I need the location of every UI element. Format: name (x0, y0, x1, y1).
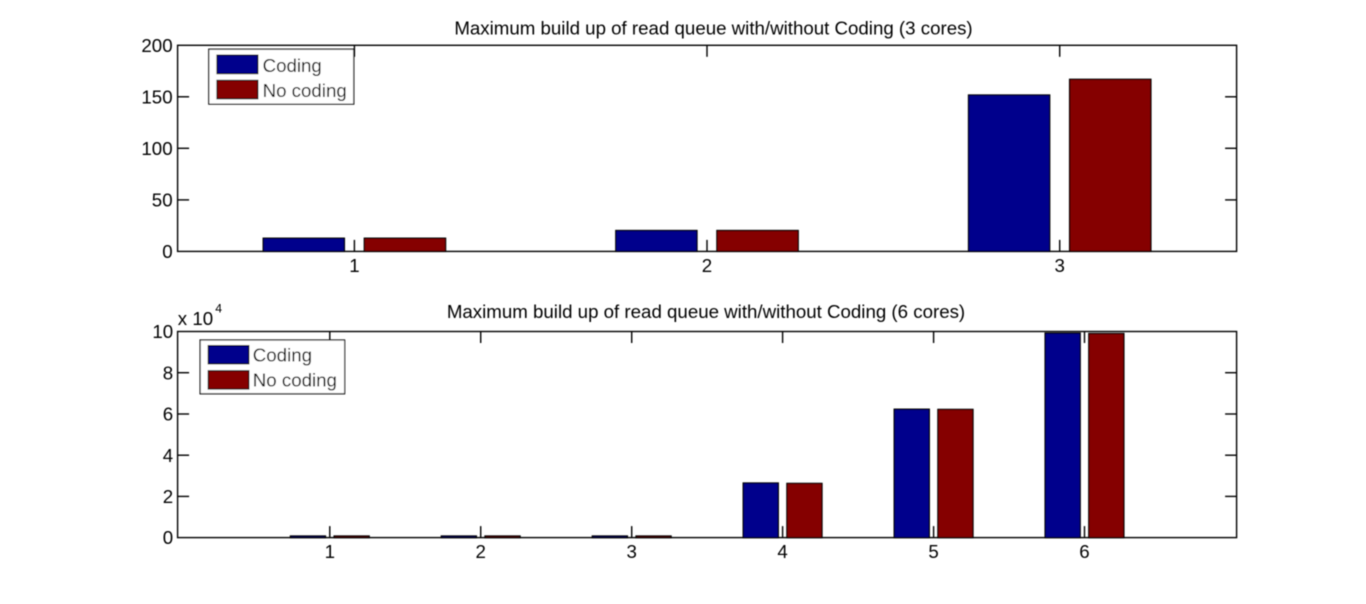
svg-text:Coding: Coding (263, 55, 322, 76)
svg-text:10: 10 (152, 321, 173, 342)
svg-text:No coding: No coding (253, 370, 337, 391)
svg-text:2: 2 (702, 255, 712, 276)
svg-text:5: 5 (928, 541, 938, 562)
svg-text:8: 8 (163, 362, 173, 383)
svg-text:x 10: x 10 (178, 308, 213, 329)
svg-text:4: 4 (215, 302, 222, 316)
svg-text:50: 50 (152, 190, 173, 211)
svg-text:1: 1 (325, 541, 335, 562)
svg-text:Maximum build up of read queue: Maximum build up of read queue with/with… (447, 301, 965, 322)
svg-text:4: 4 (777, 541, 787, 562)
svg-text:4: 4 (163, 445, 173, 466)
svg-text:3: 3 (626, 541, 636, 562)
svg-text:1: 1 (349, 255, 359, 276)
svg-text:3: 3 (1054, 255, 1064, 276)
svg-text:200: 200 (141, 35, 172, 56)
svg-text:2: 2 (163, 486, 173, 507)
svg-text:No coding: No coding (263, 80, 347, 101)
svg-text:Coding: Coding (253, 345, 312, 366)
svg-text:6: 6 (1079, 541, 1089, 562)
svg-text:Maximum build up of read queue: Maximum build up of read queue with/with… (454, 17, 972, 38)
svg-text:0: 0 (163, 527, 173, 548)
svg-text:0: 0 (162, 241, 172, 262)
svg-text:2: 2 (475, 541, 485, 562)
svg-text:150: 150 (141, 87, 172, 108)
svg-text:6: 6 (163, 404, 173, 425)
svg-text:100: 100 (141, 138, 172, 159)
